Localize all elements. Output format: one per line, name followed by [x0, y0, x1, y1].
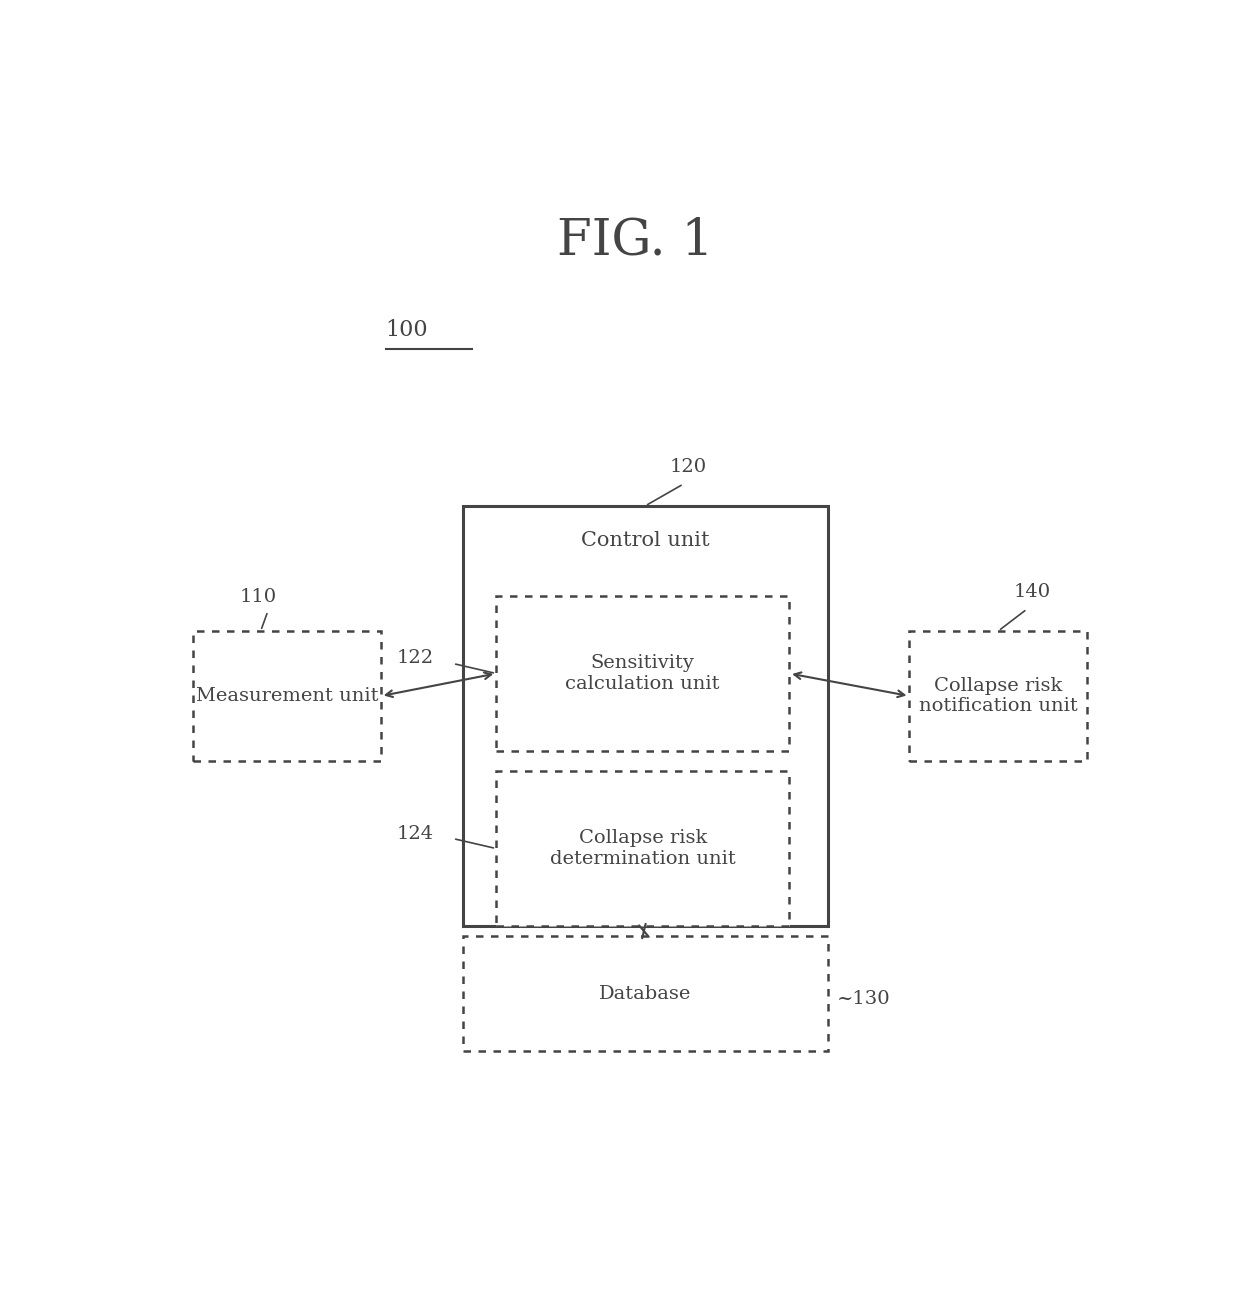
FancyBboxPatch shape [463, 937, 828, 1051]
Text: Collapse risk
determination unit: Collapse risk determination unit [549, 829, 735, 868]
Text: 120: 120 [670, 459, 707, 475]
Text: Sensitivity
calculation unit: Sensitivity calculation unit [565, 655, 720, 692]
FancyBboxPatch shape [193, 631, 381, 761]
FancyBboxPatch shape [909, 631, 1087, 761]
FancyBboxPatch shape [463, 505, 828, 926]
Text: 122: 122 [397, 650, 434, 668]
Text: 140: 140 [1013, 583, 1050, 601]
Text: 110: 110 [239, 588, 277, 605]
Text: FIG. 1: FIG. 1 [557, 216, 714, 265]
Text: Measurement unit: Measurement unit [196, 687, 378, 705]
Text: 124: 124 [397, 825, 434, 843]
Text: Control unit: Control unit [580, 531, 709, 549]
FancyBboxPatch shape [496, 772, 789, 926]
FancyBboxPatch shape [496, 596, 789, 751]
Text: Collapse risk
notification unit: Collapse risk notification unit [919, 677, 1078, 716]
Text: Database: Database [599, 985, 691, 1003]
Text: 100: 100 [386, 320, 428, 340]
Text: ~130: ~130 [837, 990, 890, 1008]
